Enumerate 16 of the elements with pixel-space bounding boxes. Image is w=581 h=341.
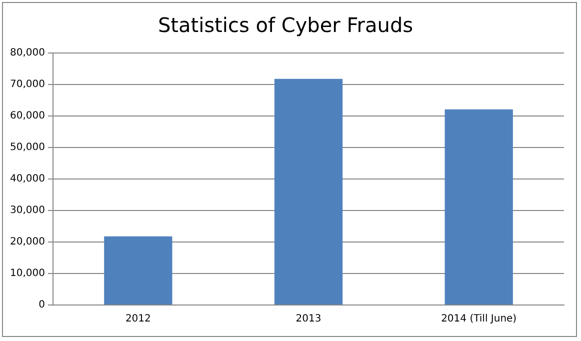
- x-tick-label: 2013: [296, 314, 322, 325]
- y-tick-label: 50,000: [10, 142, 45, 154]
- y-tick-label: 10,000: [10, 268, 45, 280]
- y-tick-label: 40,000: [10, 174, 45, 185]
- y-tick-label: 0: [38, 300, 45, 311]
- y-tick-label: 70,000: [10, 79, 45, 90]
- y-tick-label: 60,000: [10, 110, 45, 122]
- x-tick-label: 2014 (Till June): [441, 314, 517, 325]
- bar: [444, 109, 513, 304]
- y-tick-label: 20,000: [10, 236, 45, 248]
- bar: [104, 236, 172, 304]
- y-tick-label: 80,000: [10, 48, 45, 59]
- chart-title: Statistics of Cyber Frauds: [158, 13, 414, 38]
- y-tick-label: 30,000: [10, 205, 45, 216]
- bar: [274, 78, 343, 304]
- x-tick-label: 2012: [125, 314, 151, 325]
